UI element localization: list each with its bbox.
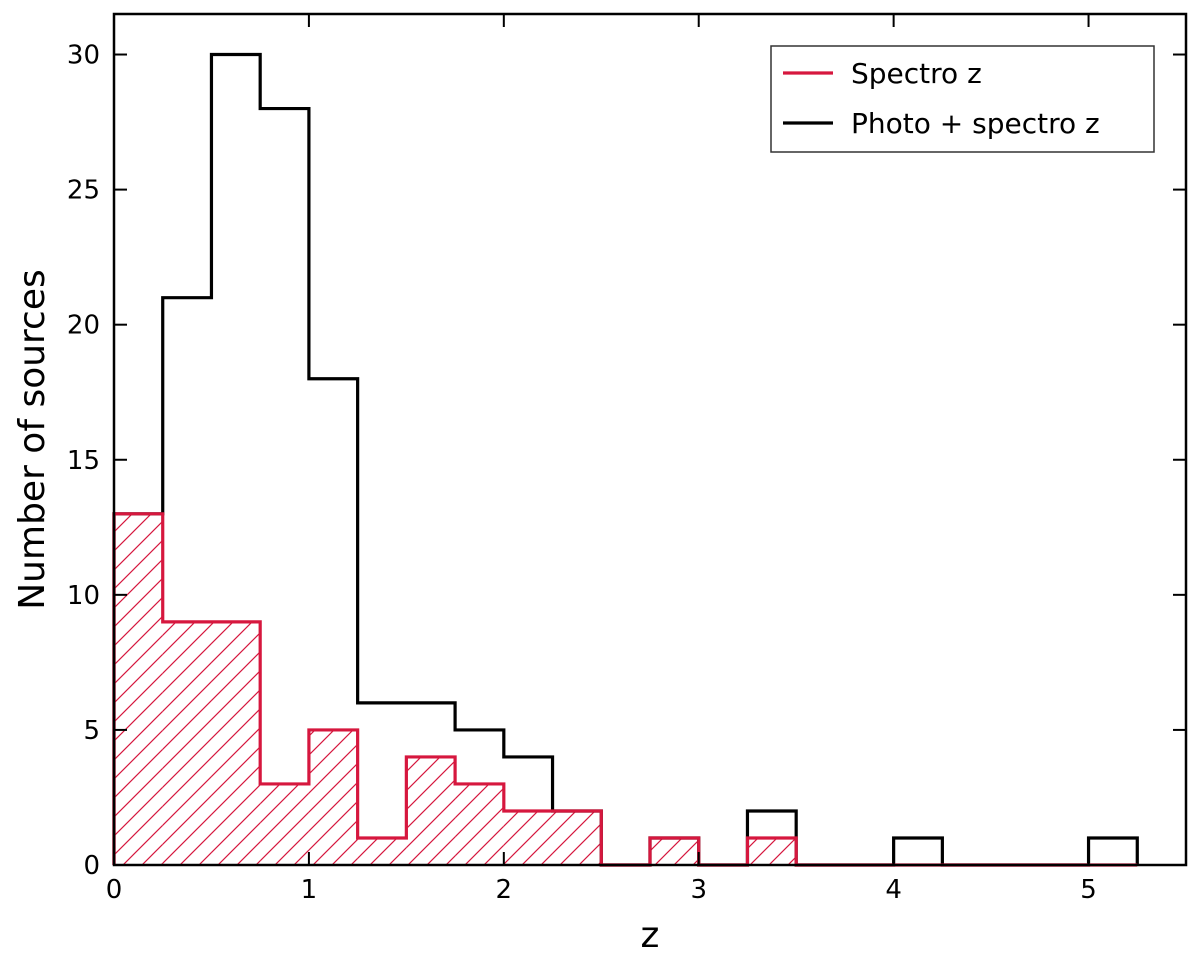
spectro-z-bar: [162, 621, 212, 865]
x-tick-label: 4: [885, 875, 902, 905]
x-axis-label: z: [641, 915, 660, 956]
spectro-z-bar: [503, 810, 553, 865]
x-tick-label: 0: [106, 875, 123, 905]
y-tick-label: 5: [83, 716, 100, 746]
legend: Spectro z Photo + spectro z: [770, 45, 1155, 153]
x-tick-label: 5: [1080, 875, 1097, 905]
y-tick-label: 0: [83, 851, 100, 881]
y-tick-label: 30: [67, 41, 100, 71]
plot-area: [112, 52, 1139, 867]
axes-frame: [112, 12, 1188, 867]
spectro-z-bar: [260, 783, 309, 865]
y-tick-label: 10: [67, 581, 100, 611]
legend-entry: Photo + spectro z: [851, 107, 1100, 140]
x-tick-label: 3: [690, 875, 707, 905]
spectro-z-bar: [114, 513, 163, 865]
x-tick-label: 2: [496, 875, 513, 905]
y-axis-label: Number of sources: [12, 269, 53, 610]
legend-entry: Spectro z: [851, 57, 982, 90]
spectro-z-bar: [650, 837, 699, 865]
legend-box: [770, 45, 1155, 153]
spectro-z-bar: [211, 621, 261, 865]
spectro-z-bar: [747, 837, 797, 865]
spectro-z-bar: [308, 729, 358, 865]
x-tick-label: 1: [301, 875, 318, 905]
axis-ticks: 0 1 2 3 4 5 0 5 10 15 20 25 30: [67, 14, 1186, 905]
spectro-z-bar: [552, 810, 602, 865]
spectro-z-bar: [406, 756, 456, 865]
spectro-z-bar: [357, 837, 407, 865]
photo-spectro-z-series-line: [112, 52, 1139, 867]
spectro-z-bar: [455, 783, 504, 865]
y-tick-label: 25: [67, 176, 100, 206]
y-tick-label: 15: [67, 446, 100, 476]
y-tick-label: 20: [67, 311, 100, 341]
